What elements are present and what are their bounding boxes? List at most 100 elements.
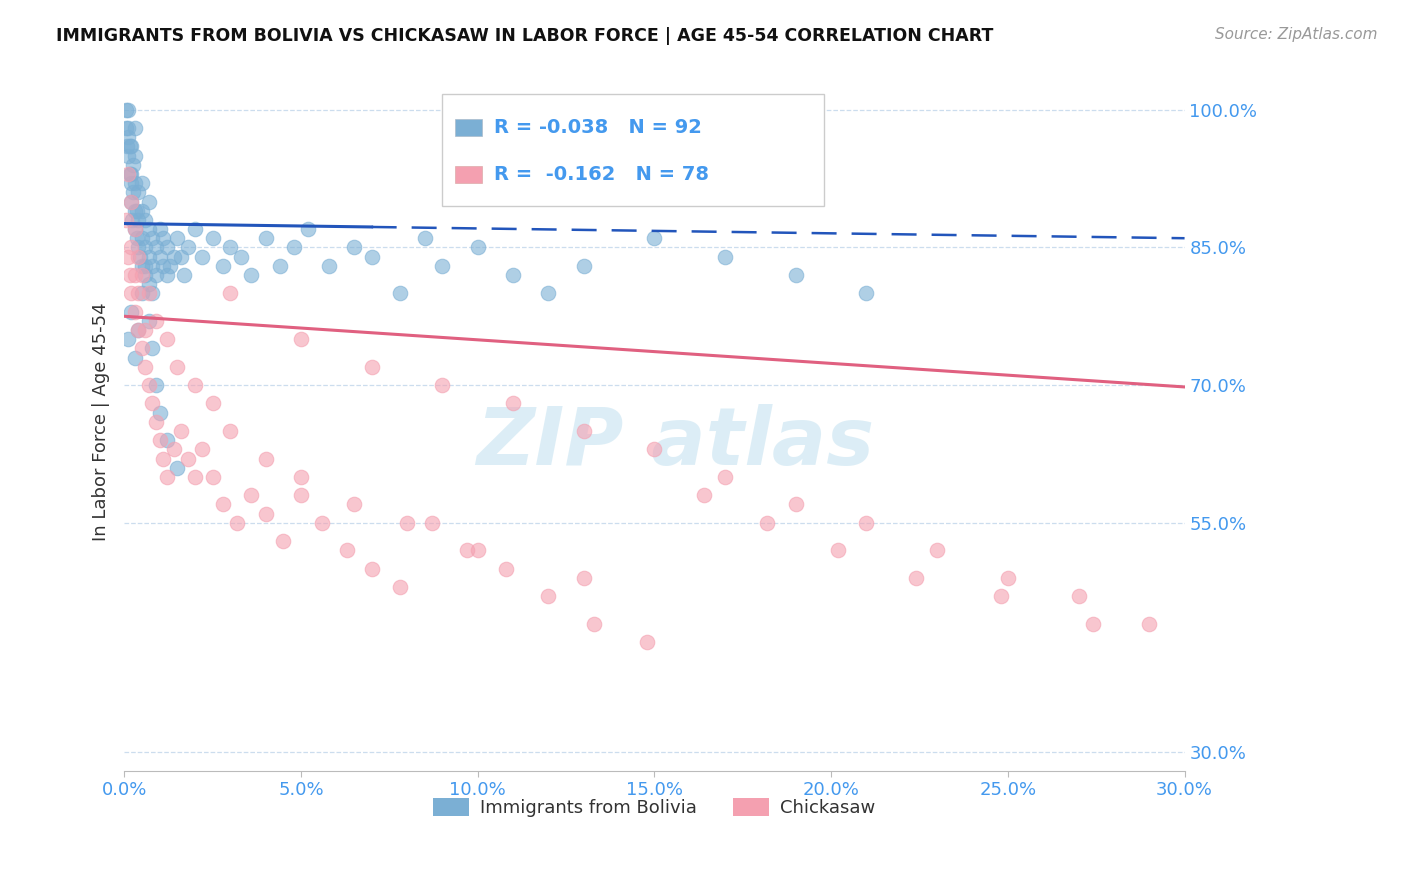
Point: [290, 470, 312, 484]
Point: [191, 442, 214, 457]
Point: [145, 314, 167, 328]
Point: [127, 286, 149, 301]
Point: [855, 516, 877, 530]
Point: [240, 488, 263, 502]
Point: [467, 240, 489, 254]
Point: [120, 176, 142, 190]
Point: [117, 250, 139, 264]
Point: [572, 571, 595, 585]
Point: [145, 268, 167, 282]
Point: [785, 498, 807, 512]
Point: [120, 194, 142, 209]
Point: [537, 286, 560, 301]
Point: [118, 167, 141, 181]
FancyBboxPatch shape: [456, 166, 482, 183]
Point: [125, 231, 148, 245]
Point: [456, 543, 478, 558]
Point: [201, 396, 224, 410]
Point: [156, 268, 179, 282]
Point: [145, 415, 167, 429]
FancyBboxPatch shape: [456, 119, 482, 136]
Point: [131, 286, 153, 301]
Point: [572, 259, 595, 273]
Text: R =  -0.162   N = 78: R = -0.162 N = 78: [495, 165, 709, 184]
Point: [297, 222, 319, 236]
Point: [141, 231, 163, 245]
Point: [271, 534, 294, 549]
Point: [134, 240, 156, 254]
Point: [117, 332, 139, 346]
Point: [120, 167, 142, 181]
Point: [785, 268, 807, 282]
Point: [1081, 616, 1104, 631]
Point: [131, 203, 153, 218]
Text: R = -0.038   N = 92: R = -0.038 N = 92: [495, 118, 702, 136]
Point: [124, 351, 146, 365]
Point: [1137, 616, 1160, 631]
Point: [122, 186, 145, 200]
Point: [131, 176, 153, 190]
Point: [115, 103, 138, 117]
Point: [177, 240, 200, 254]
Point: [693, 488, 716, 502]
Point: [138, 194, 160, 209]
Point: [124, 121, 146, 136]
Point: [290, 488, 312, 502]
Point: [124, 148, 146, 162]
Point: [141, 396, 163, 410]
Point: [855, 286, 877, 301]
Point: [827, 543, 849, 558]
Point: [163, 250, 186, 264]
Point: [170, 250, 193, 264]
Point: [138, 277, 160, 292]
Point: [283, 240, 305, 254]
Point: [115, 139, 138, 153]
FancyBboxPatch shape: [443, 94, 824, 205]
Point: [148, 433, 170, 447]
Point: [990, 589, 1012, 603]
Point: [127, 323, 149, 337]
Point: [117, 148, 139, 162]
Point: [120, 139, 142, 153]
Point: [134, 212, 156, 227]
Point: [170, 424, 193, 438]
Point: [502, 268, 524, 282]
Point: [148, 222, 170, 236]
Point: [502, 396, 524, 410]
Point: [127, 240, 149, 254]
Point: [395, 516, 418, 530]
Point: [388, 286, 411, 301]
Point: [141, 259, 163, 273]
Point: [117, 167, 139, 181]
Point: [191, 250, 214, 264]
Point: [184, 378, 207, 392]
Point: [467, 543, 489, 558]
Point: [714, 250, 737, 264]
Point: [124, 304, 146, 318]
Point: [184, 470, 207, 484]
Point: [148, 406, 170, 420]
Point: [432, 259, 454, 273]
Point: [141, 342, 163, 356]
Point: [120, 240, 142, 254]
Point: [127, 323, 149, 337]
Point: [212, 259, 235, 273]
Point: [138, 222, 160, 236]
Point: [131, 342, 153, 356]
Point: [120, 304, 142, 318]
Point: [138, 286, 160, 301]
Point: [177, 451, 200, 466]
Text: IMMIGRANTS FROM BOLIVIA VS CHICKASAW IN LABOR FORCE | AGE 45-54 CORRELATION CHAR: IMMIGRANTS FROM BOLIVIA VS CHICKASAW IN …: [56, 27, 994, 45]
Point: [572, 424, 595, 438]
Point: [115, 121, 138, 136]
Point: [138, 378, 160, 392]
Point: [127, 212, 149, 227]
Point: [997, 571, 1019, 585]
Point: [122, 158, 145, 172]
Point: [212, 498, 235, 512]
Point: [343, 240, 366, 254]
Point: [138, 314, 160, 328]
Point: [254, 451, 277, 466]
Point: [166, 231, 188, 245]
Point: [131, 259, 153, 273]
